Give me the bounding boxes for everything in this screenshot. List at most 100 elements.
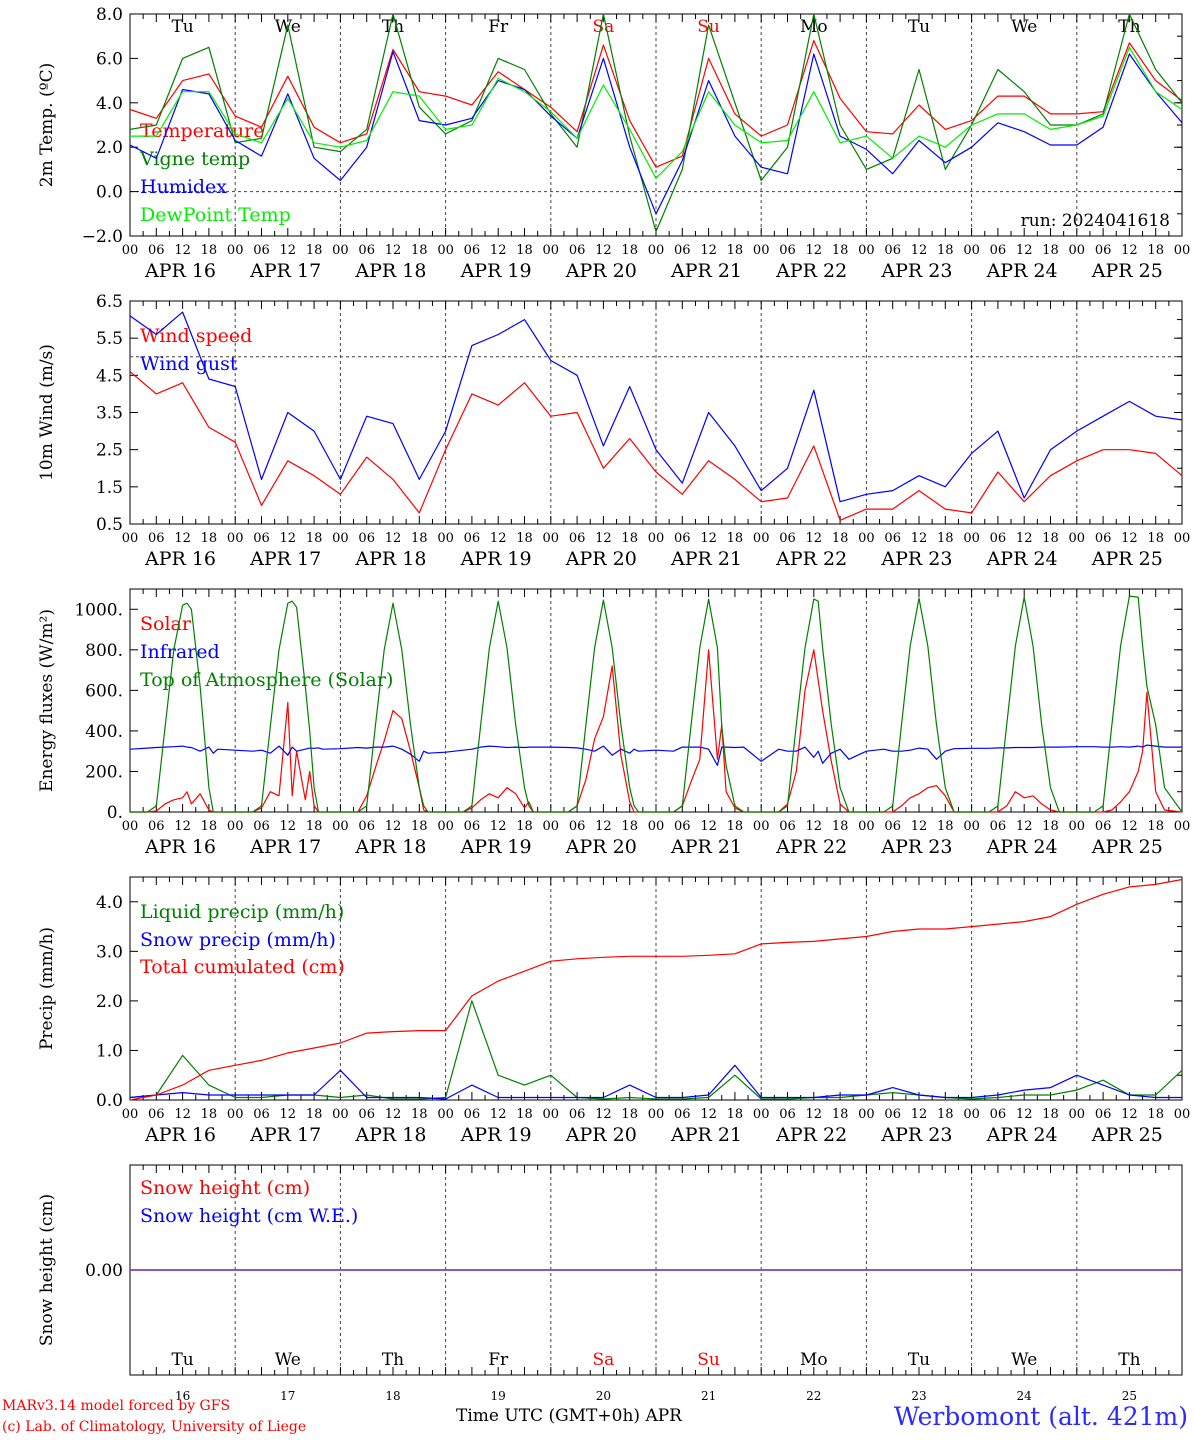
date-label: APR 21 xyxy=(670,836,742,858)
hour-label: 06 xyxy=(990,243,1007,258)
date-label: APR 20 xyxy=(565,548,637,570)
day-number: 19 xyxy=(491,1389,506,1403)
hour-label: 00 xyxy=(858,1107,875,1122)
y-tick-label: 2.5 xyxy=(96,441,123,461)
hour-label: 00 xyxy=(437,531,454,546)
hour-label: 12 xyxy=(280,1107,297,1122)
panel-frame-energy xyxy=(129,588,1183,813)
hour-label: 18 xyxy=(516,531,533,546)
hour-label: 12 xyxy=(385,243,402,258)
hour-label: 18 xyxy=(516,243,533,258)
hour-label: 06 xyxy=(358,819,375,834)
hour-label: 00 xyxy=(648,1107,665,1122)
date-label: APR 22 xyxy=(775,548,847,570)
y-tick-label: 400. xyxy=(85,722,123,742)
hour-label: 00 xyxy=(122,1107,139,1122)
y-tick-label: −2.0 xyxy=(82,227,123,247)
day-letter: We xyxy=(1011,1350,1037,1370)
hour-label: 00 xyxy=(437,1107,454,1122)
hour-label: 06 xyxy=(253,531,270,546)
day-letter: We xyxy=(275,1350,301,1370)
date-label: APR 23 xyxy=(880,260,952,282)
series-line-precip-2 xyxy=(129,878,1183,1101)
hour-label: 00 xyxy=(227,819,244,834)
hour-label: 18 xyxy=(832,1107,849,1122)
y-tick-label: 8.0 xyxy=(96,5,123,25)
hour-label: 06 xyxy=(569,1107,586,1122)
hour-label: 18 xyxy=(832,819,849,834)
hour-label: 00 xyxy=(543,819,560,834)
legend-entry: Snow height (cm) xyxy=(140,1177,310,1199)
y-tick-label: 1000. xyxy=(74,600,123,620)
y-tick-label: 1.0 xyxy=(96,1041,123,1061)
date-label: APR 19 xyxy=(460,548,532,570)
date-label: APR 23 xyxy=(880,1124,952,1146)
legend-entry: Top of Atmosphere (Solar) xyxy=(140,669,393,691)
hour-label: 12 xyxy=(911,243,928,258)
hour-label: 06 xyxy=(674,819,691,834)
day-letter: Th xyxy=(1118,17,1140,37)
date-label: APR 21 xyxy=(670,1124,742,1146)
hour-label: 18 xyxy=(727,243,744,258)
hour-label: 18 xyxy=(201,819,218,834)
hour-label: 00 xyxy=(648,531,665,546)
hour-label: 06 xyxy=(884,531,901,546)
y-tick-label: 6.0 xyxy=(96,49,123,69)
day-letter: We xyxy=(1011,17,1037,37)
day-number: 22 xyxy=(806,1389,821,1403)
hour-label: 12 xyxy=(174,819,191,834)
hour-label: 00 xyxy=(963,819,980,834)
date-label: APR 24 xyxy=(986,260,1058,282)
hour-label: 00 xyxy=(648,819,665,834)
hour-label: 12 xyxy=(700,1107,717,1122)
model-credit-line: MARv3.14 model forced by GFS xyxy=(2,1398,231,1414)
hour-label: 12 xyxy=(911,531,928,546)
hour-label: 18 xyxy=(1042,1107,1059,1122)
hour-label: 18 xyxy=(1042,243,1059,258)
hour-label: 12 xyxy=(806,243,823,258)
hour-label: 06 xyxy=(464,531,481,546)
hour-label: 18 xyxy=(621,243,638,258)
hour-label: 06 xyxy=(1095,819,1112,834)
hour-label: 06 xyxy=(253,243,270,258)
hour-label: 12 xyxy=(280,243,297,258)
hour-label: 18 xyxy=(832,531,849,546)
date-label: APR 25 xyxy=(1091,836,1163,858)
hour-label: 12 xyxy=(385,531,402,546)
day-letter: Mo xyxy=(800,1350,828,1370)
hour-label: 12 xyxy=(595,531,612,546)
hour-label: 06 xyxy=(1095,531,1112,546)
hour-label: 06 xyxy=(779,531,796,546)
hour-label: 00 xyxy=(963,1107,980,1122)
hour-label: 18 xyxy=(621,819,638,834)
hour-label: 18 xyxy=(201,1107,218,1122)
hour-label: 00 xyxy=(1174,531,1191,546)
day-number: 21 xyxy=(701,1389,716,1403)
hour-label: 12 xyxy=(700,819,717,834)
hour-label: 12 xyxy=(806,819,823,834)
hour-label: 00 xyxy=(858,531,875,546)
hour-label: 00 xyxy=(648,243,665,258)
legend-entry: Infrared xyxy=(140,641,220,663)
hour-label: 00 xyxy=(332,1107,349,1122)
series-line-temp-1 xyxy=(129,13,1183,233)
hour-label: 12 xyxy=(700,243,717,258)
day-letter: Fr xyxy=(488,1350,509,1370)
y-tick-label: 1.5 xyxy=(96,478,123,498)
hour-label: 18 xyxy=(727,1107,744,1122)
hour-label: 18 xyxy=(306,819,323,834)
date-label: APR 16 xyxy=(144,836,216,858)
hour-label: 00 xyxy=(858,243,875,258)
hour-label: 06 xyxy=(253,1107,270,1122)
hour-label: 06 xyxy=(1095,1107,1112,1122)
hour-label: 12 xyxy=(174,1107,191,1122)
date-label: APR 18 xyxy=(354,548,426,570)
date-label: APR 25 xyxy=(1091,260,1163,282)
date-label: APR 16 xyxy=(144,1124,216,1146)
hour-label: 18 xyxy=(1147,819,1164,834)
hour-label: 18 xyxy=(201,531,218,546)
hour-label: 00 xyxy=(122,819,139,834)
hour-label: 18 xyxy=(937,819,954,834)
date-label: APR 17 xyxy=(249,260,321,282)
